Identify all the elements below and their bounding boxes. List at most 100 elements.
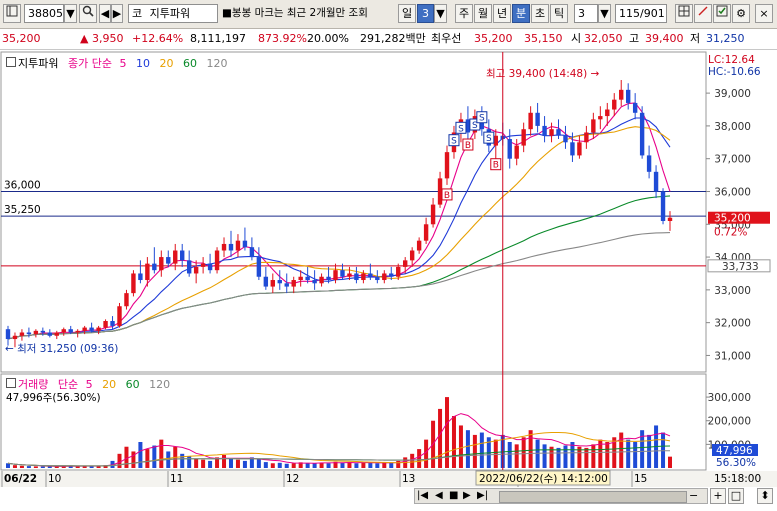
candle-body[interactable] <box>145 263 150 281</box>
volume-bar[interactable] <box>89 466 94 468</box>
candle-body[interactable] <box>347 273 352 277</box>
candle-body[interactable] <box>639 112 645 156</box>
volume-bar[interactable] <box>222 455 227 468</box>
candle-body[interactable] <box>361 273 366 281</box>
candle-body[interactable] <box>660 191 666 221</box>
candle-body[interactable] <box>96 327 101 331</box>
candle-body[interactable] <box>319 276 324 284</box>
candle-body[interactable] <box>54 332 59 336</box>
volume-bar[interactable] <box>417 449 422 468</box>
volume-bar[interactable] <box>577 446 582 468</box>
candle-body[interactable] <box>19 332 25 336</box>
code-dropdown-button[interactable]: ▼ <box>64 4 77 23</box>
candle-body[interactable] <box>256 257 262 277</box>
candle-body[interactable] <box>180 250 185 261</box>
interval-dropdown[interactable]: ▼ <box>598 4 611 23</box>
volume-bar[interactable] <box>256 458 261 468</box>
volume-bar[interactable] <box>438 408 443 468</box>
candle-body[interactable] <box>389 273 394 277</box>
candle-body[interactable] <box>12 335 18 340</box>
candle-body[interactable] <box>312 280 317 284</box>
period-second-button[interactable]: 초 <box>531 4 549 23</box>
period-week-button[interactable]: 주 <box>455 4 473 23</box>
scroll-right-end-button[interactable]: ▶| <box>477 490 489 501</box>
candle-body[interactable] <box>465 119 471 133</box>
period-year-button[interactable]: 년 <box>493 4 511 23</box>
candle-body[interactable] <box>507 139 512 159</box>
candle-body[interactable] <box>82 327 87 331</box>
legend-stock-name[interactable]: 지투파워 <box>6 55 58 71</box>
candle-body[interactable] <box>430 204 436 225</box>
volume-bar[interactable] <box>354 463 359 468</box>
volume-bar[interactable] <box>152 445 157 468</box>
volume-bar[interactable] <box>61 466 66 468</box>
candle-body[interactable] <box>5 329 11 340</box>
volume-bar[interactable] <box>277 462 282 468</box>
volume-bar[interactable] <box>465 430 470 468</box>
volume-bar[interactable] <box>208 460 213 468</box>
candle-body[interactable] <box>305 276 310 281</box>
candle-body[interactable] <box>423 224 429 241</box>
volume-bar[interactable] <box>410 453 415 468</box>
candle-body[interactable] <box>375 276 380 281</box>
volume-bar[interactable] <box>103 465 108 468</box>
volume-bar[interactable] <box>47 466 52 468</box>
candle-body[interactable] <box>242 240 248 248</box>
candle-body[interactable] <box>152 263 157 271</box>
candle-body[interactable] <box>173 250 178 264</box>
candle-body[interactable] <box>166 257 171 264</box>
fit-button[interactable]: □ <box>728 488 744 504</box>
volume-bar[interactable] <box>305 463 310 468</box>
volume-bar[interactable] <box>396 460 401 468</box>
volume-bar[interactable] <box>445 397 450 468</box>
volume-bar[interactable] <box>54 466 59 468</box>
candle-body[interactable] <box>619 89 624 100</box>
candle-body[interactable] <box>214 250 220 271</box>
candle-body[interactable] <box>542 125 547 136</box>
volume-bar[interactable] <box>535 439 540 468</box>
volume-bar[interactable] <box>521 437 526 468</box>
candle-body[interactable] <box>612 99 617 110</box>
candle-body[interactable] <box>416 240 422 251</box>
volume-bar[interactable] <box>633 442 638 468</box>
period-month-button[interactable]: 월 <box>474 4 492 23</box>
candle-body[interactable] <box>368 273 373 277</box>
volume-bar[interactable] <box>228 458 233 468</box>
candle-body[interactable] <box>556 129 561 136</box>
candle-body[interactable] <box>89 327 94 331</box>
volume-bar[interactable] <box>598 439 603 468</box>
candle-body[interactable] <box>291 280 296 287</box>
scroll-left-button[interactable]: ◀ <box>435 490 443 501</box>
candle-body[interactable] <box>646 155 652 172</box>
interval-input[interactable]: 3 <box>574 4 598 23</box>
volume-bar[interactable] <box>584 447 589 468</box>
draw-icon[interactable] <box>694 4 712 23</box>
candle-body[interactable] <box>535 112 540 126</box>
candle-body[interactable] <box>354 273 359 281</box>
volume-bar[interactable] <box>319 462 324 468</box>
period-minute-button[interactable]: 분 <box>512 4 530 23</box>
candle-body[interactable] <box>61 329 66 333</box>
candle-body[interactable] <box>263 276 269 287</box>
candle-body[interactable] <box>326 276 331 281</box>
volume-bar[interactable] <box>361 462 366 468</box>
volume-bar[interactable] <box>40 466 45 468</box>
volume-bar[interactable] <box>514 444 519 468</box>
candle-body[interactable] <box>26 332 32 335</box>
volume-bar[interactable] <box>549 446 554 468</box>
candle-body[interactable] <box>68 329 73 333</box>
candle-body[interactable] <box>277 280 282 284</box>
period-number[interactable]: 3 <box>417 4 434 23</box>
volume-bar[interactable] <box>82 466 87 468</box>
candle-body[interactable] <box>444 152 450 179</box>
volume-bar[interactable] <box>19 465 24 468</box>
scroll-pause-button[interactable]: ■ <box>449 490 459 501</box>
candle-body[interactable] <box>382 273 387 281</box>
candle-body[interactable] <box>75 330 80 333</box>
candle-body[interactable] <box>396 266 401 277</box>
volume-bar[interactable] <box>382 462 387 468</box>
candle-body[interactable] <box>200 263 206 267</box>
volume-bar[interactable] <box>68 466 73 468</box>
volume-bar[interactable] <box>556 447 561 468</box>
period-tick-button[interactable]: 틱 <box>550 4 568 23</box>
